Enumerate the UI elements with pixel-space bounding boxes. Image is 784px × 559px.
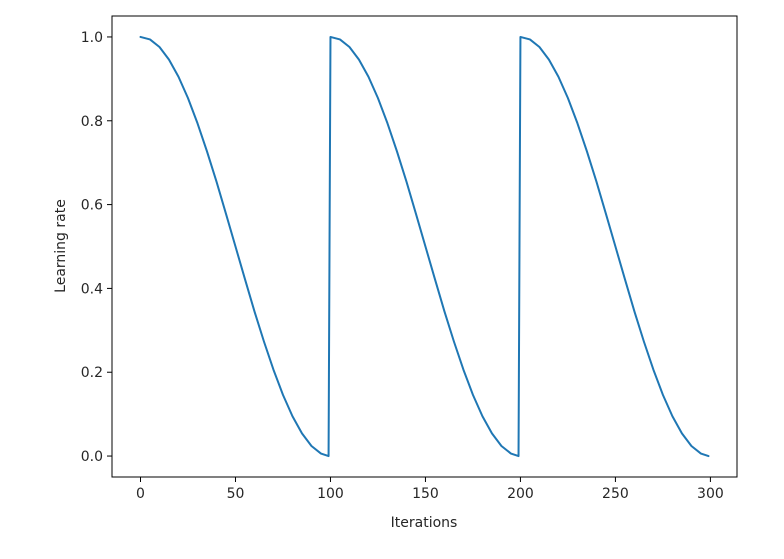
x-axis-ticks: 0 50 100 150 200 250 300 [136, 477, 724, 502]
y-tick-label: 0.0 [81, 449, 103, 465]
y-tick-label: 0.2 [81, 365, 103, 381]
x-tick-label: 0 [136, 486, 145, 502]
y-axis-label: Learning rate [53, 199, 69, 293]
x-tick-label: 100 [317, 486, 344, 502]
x-tick-label: 50 [227, 486, 245, 502]
plot-frame [111, 15, 738, 478]
x-tick-label: 300 [697, 486, 724, 502]
y-axis-ticks: 0.0 0.2 0.4 0.6 0.8 1.0 [81, 30, 112, 465]
x-tick-label: 150 [412, 486, 439, 502]
y-tick-label: 0.8 [81, 114, 103, 130]
x-axis-label: Iterations [391, 515, 458, 531]
x-tick-label: 250 [602, 486, 629, 502]
y-tick-label: 1.0 [81, 30, 103, 46]
y-tick-label: 0.4 [81, 281, 103, 297]
learning-rate-line [139, 35, 710, 458]
y-tick-label: 0.6 [81, 198, 103, 214]
x-tick-label: 200 [507, 486, 534, 502]
